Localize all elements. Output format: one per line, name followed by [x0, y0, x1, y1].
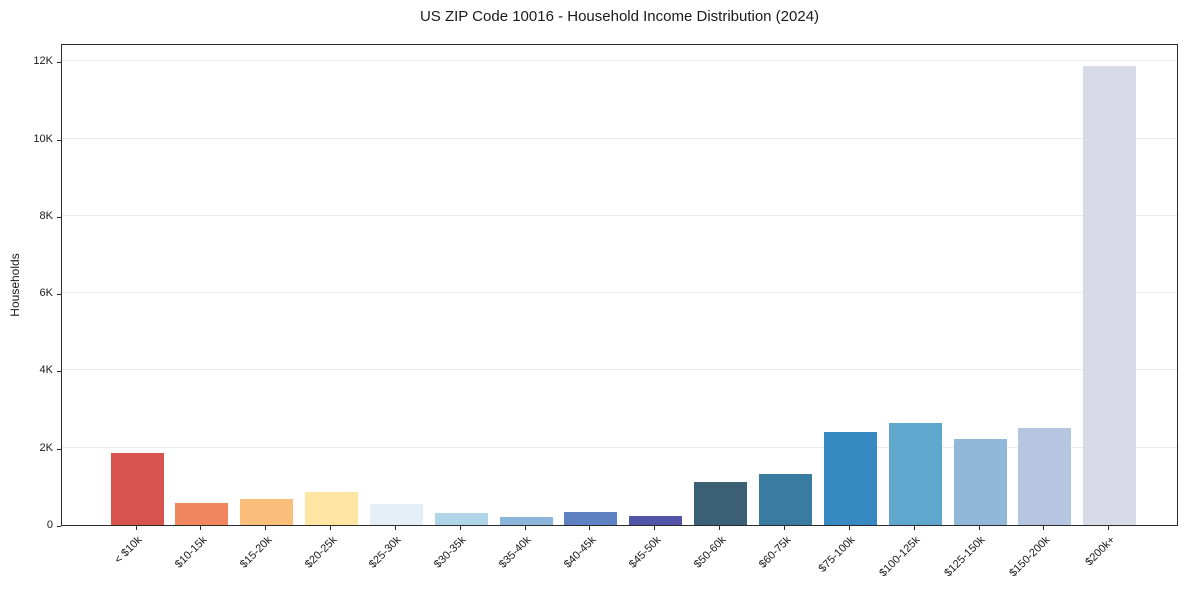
bar: [888, 422, 942, 525]
bar: [369, 503, 423, 525]
x-tick: [719, 526, 721, 530]
x-tick: [265, 526, 267, 530]
y-tick-label: 2K: [39, 441, 53, 454]
x-tick: [589, 526, 591, 530]
x-tick: [394, 526, 396, 530]
bar: [564, 511, 618, 525]
x-tick: [848, 526, 850, 530]
bar: [175, 503, 229, 525]
y-tick-label: 6K: [39, 287, 53, 300]
y-tick: [57, 371, 61, 373]
x-tick: [135, 526, 137, 530]
y-tick: [57, 62, 61, 64]
x-tick: [654, 526, 656, 530]
x-tick: [1043, 526, 1045, 530]
gridline: [62, 369, 1177, 371]
gridline: [62, 214, 1177, 216]
y-tick-label: 0: [46, 519, 53, 531]
gridline: [62, 446, 1177, 448]
y-tick-label: 8K: [39, 209, 53, 222]
bar: [1083, 66, 1137, 525]
y-tick: [57, 526, 61, 527]
bar: [240, 498, 294, 525]
bar: [305, 491, 359, 525]
x-tick: [913, 526, 915, 530]
x-tick-label: < $10k: [112, 534, 145, 567]
bar: [1018, 427, 1072, 525]
y-tick: [57, 294, 61, 296]
gridline: [62, 60, 1177, 62]
x-tick: [1108, 526, 1110, 530]
y-tick-label: 4K: [39, 364, 53, 377]
y-tick: [57, 139, 61, 141]
bar: [499, 516, 553, 525]
gridline: [62, 137, 1177, 139]
plot-area: [61, 44, 1178, 526]
x-tick: [200, 526, 202, 530]
bar: [629, 515, 683, 525]
gridline: [62, 292, 1177, 294]
y-tick: [57, 216, 61, 218]
bar: [110, 452, 164, 525]
y-tick-label: 10K: [33, 132, 53, 145]
bar: [759, 473, 812, 525]
x-tick: [524, 526, 526, 530]
x-tick: [978, 526, 980, 530]
x-tick: [330, 526, 332, 530]
x-tick: [459, 526, 461, 530]
y-axis-label: Households: [8, 253, 22, 317]
bar: [694, 481, 748, 525]
bar: [823, 432, 877, 525]
x-tick: [784, 526, 785, 530]
y-tick-label: 12K: [33, 55, 53, 68]
bar: [953, 439, 1007, 525]
bar: [434, 512, 488, 525]
y-tick: [57, 448, 61, 450]
chart-title: US ZIP Code 10016 - Household Income Dis…: [419, 8, 820, 25]
